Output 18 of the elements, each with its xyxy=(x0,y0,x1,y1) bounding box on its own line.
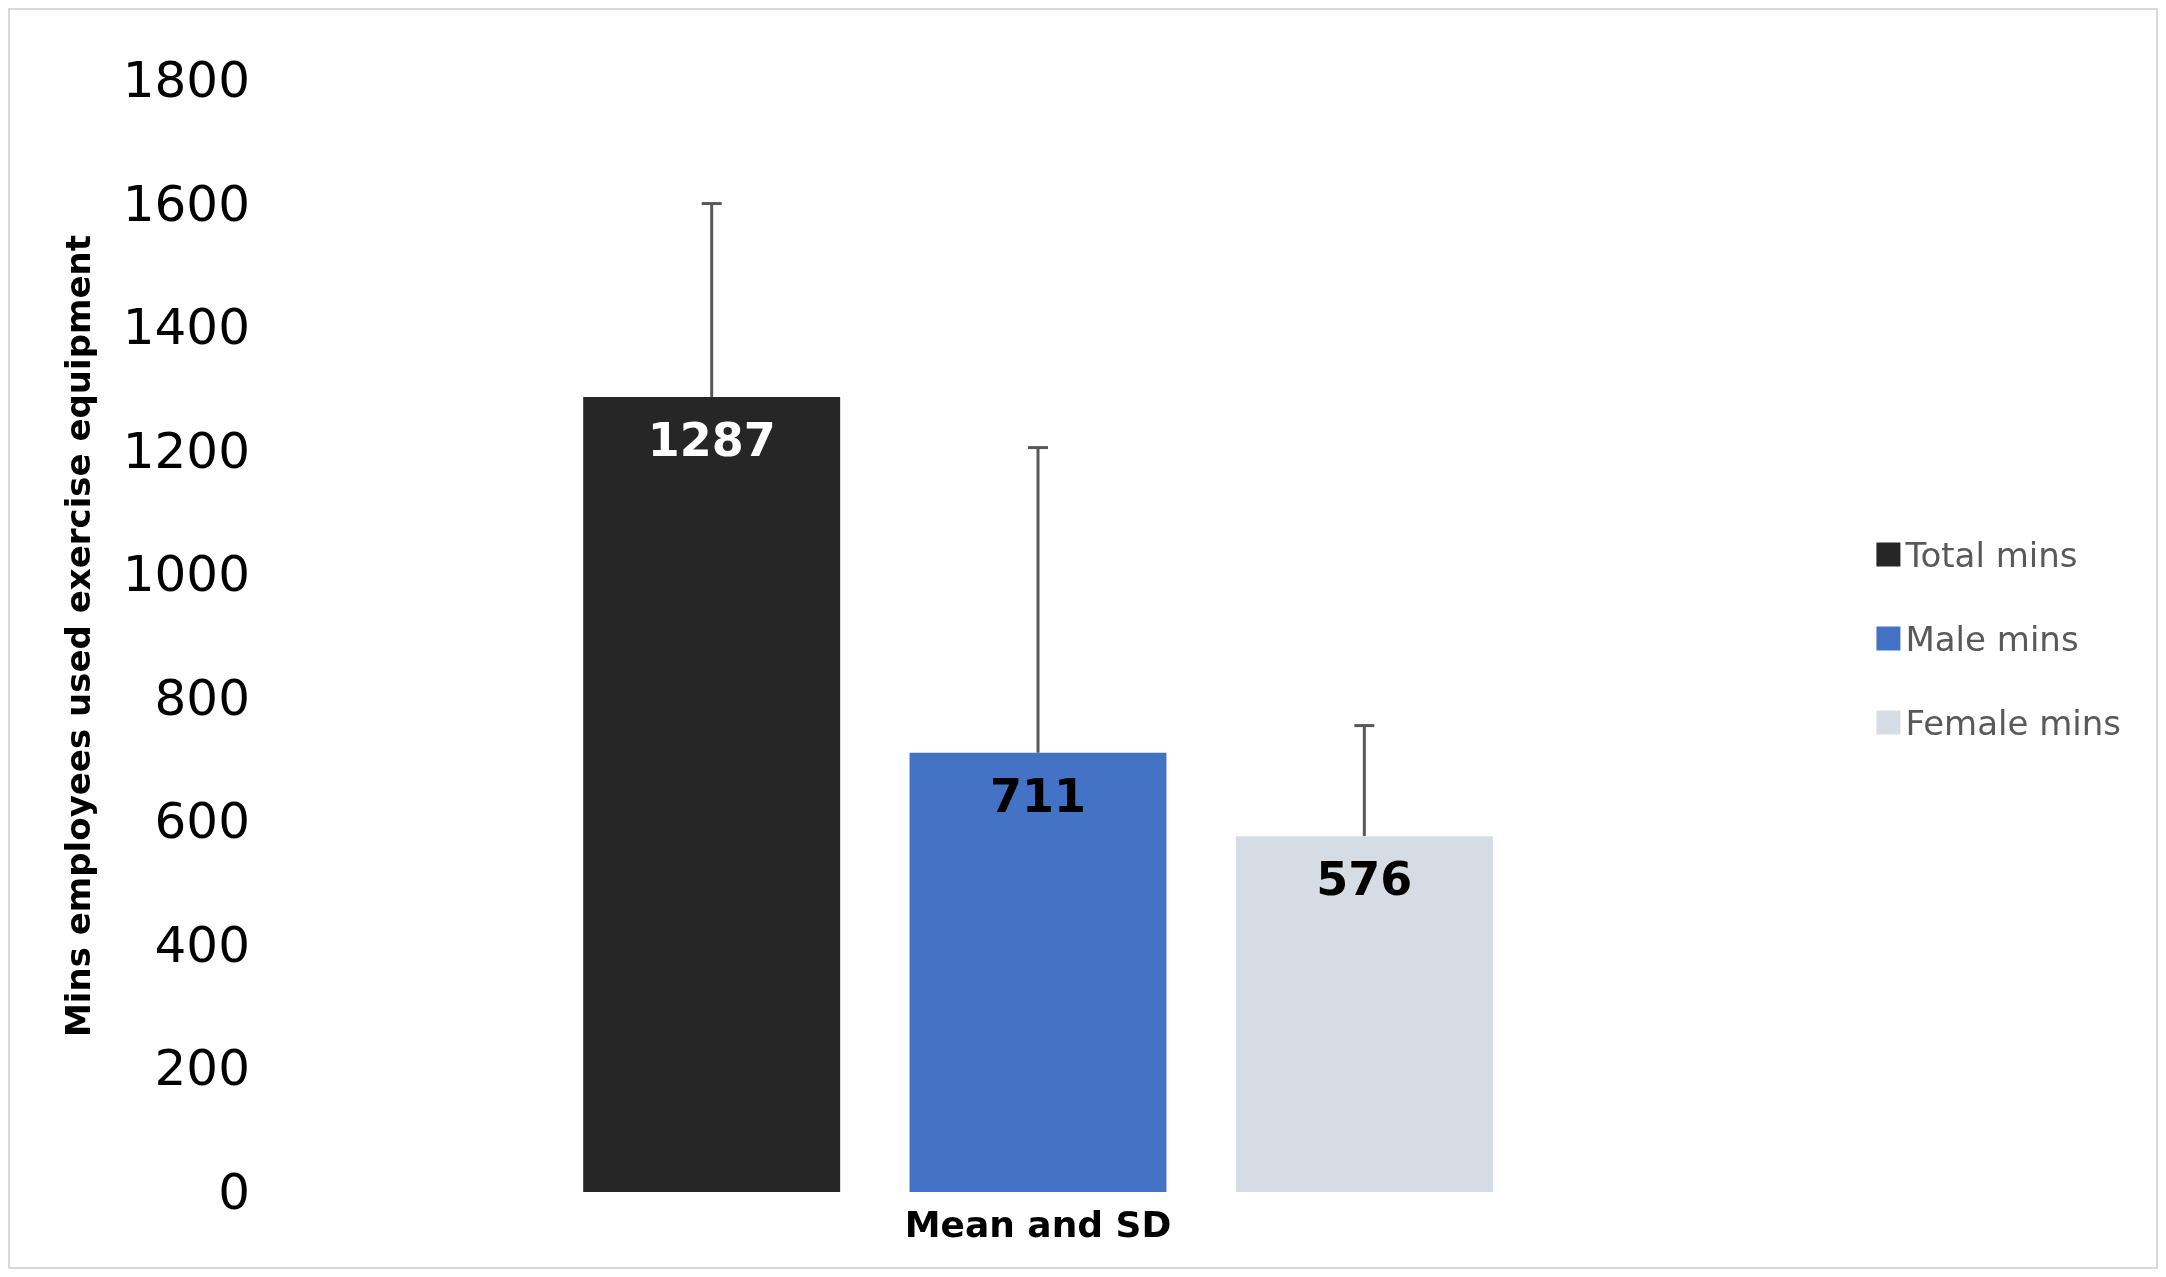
legend-label: Total mins xyxy=(1904,534,2078,575)
y-tick-label: 1800 xyxy=(122,51,250,109)
data-label: 711 xyxy=(989,768,1087,823)
y-tick-label: 0 xyxy=(218,1163,250,1221)
y-tick-label: 1600 xyxy=(122,174,250,233)
legend-label: Male mins xyxy=(1905,618,2079,659)
legend-label: Female mins xyxy=(1905,702,2122,743)
y-tick-label: 1200 xyxy=(122,421,250,480)
y-tick-label: 1000 xyxy=(122,545,250,604)
y-axis-title: Mins employees used exercise equipment xyxy=(58,235,98,1037)
x-axis-title: Mean and SD xyxy=(904,1203,1172,1245)
y-tick-label: 600 xyxy=(154,792,250,851)
y-tick-label: 400 xyxy=(154,915,250,974)
y-tick-label: 200 xyxy=(154,1039,250,1098)
y-tick-label: 1400 xyxy=(122,298,250,357)
data-label: 576 xyxy=(1316,852,1413,907)
y-tick-label: 800 xyxy=(154,668,250,727)
data-label: 1287 xyxy=(647,412,776,467)
